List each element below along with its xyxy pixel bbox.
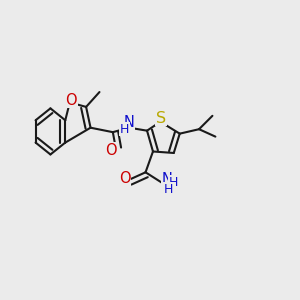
Text: N: N [162,172,173,187]
Text: H: H [120,123,129,136]
Text: O: O [105,142,116,158]
Text: H: H [169,176,178,189]
Text: H: H [164,183,173,196]
Text: O: O [119,171,130,186]
Text: S: S [156,111,167,126]
Text: O: O [65,93,77,108]
Text: N: N [124,115,135,130]
